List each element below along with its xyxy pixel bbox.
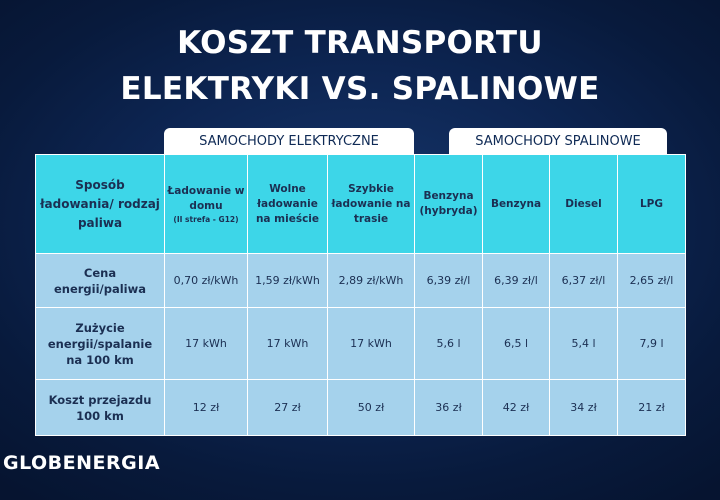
title-line-1: KOSZT TRANSPORTU xyxy=(177,25,543,61)
group-label-electric: SAMOCHODY ELEKTRYCZNE xyxy=(164,128,414,156)
column-header: LPG xyxy=(617,154,686,254)
table-cell: 6,39 zł/l xyxy=(414,253,483,308)
table-cell: 21 zł xyxy=(617,379,686,436)
table-cell: 34 zł xyxy=(549,379,618,436)
row-label: Zużycie energii/spalanie na 100 km xyxy=(35,307,165,380)
group-label-combustion: SAMOCHODY SPALINOWE xyxy=(449,128,667,156)
table-cell: 2,65 zł/l xyxy=(617,253,686,308)
column-label: Benzyna (hybryda) xyxy=(419,190,478,217)
page-title: KOSZT TRANSPORTU ELEKTRYKI VS. SPALINOWE xyxy=(0,20,720,112)
title-line-2: ELEKTRYKI VS. SPALINOWE xyxy=(120,71,600,107)
table-cell: 36 zł xyxy=(414,379,483,436)
table-row: Koszt przejazdu 100 km 12 zł 27 zł 50 zł… xyxy=(35,379,686,436)
table-cell: 5,4 l xyxy=(549,307,618,380)
table-cell: 2,89 zł/kWh xyxy=(327,253,415,308)
table-cell: 27 zł xyxy=(247,379,328,436)
table-cell: 7,9 l xyxy=(617,307,686,380)
column-label: Benzyna xyxy=(490,197,542,210)
table-cell: 42 zł xyxy=(482,379,550,436)
table-corner-header: Sposób ładowania/ rodzaj paliwa xyxy=(35,154,165,254)
cost-comparison-table: Sposób ładowania/ rodzaj paliwa Ładowani… xyxy=(35,154,686,436)
column-label: LPG xyxy=(639,197,663,210)
table-header-row: Sposób ładowania/ rodzaj paliwa Ładowani… xyxy=(35,154,686,254)
row-label: Koszt przejazdu 100 km xyxy=(35,379,165,436)
table-cell: 50 zł xyxy=(327,379,415,436)
table-cell: 6,37 zł/l xyxy=(549,253,618,308)
table-cell: 6,39 zł/l xyxy=(482,253,550,308)
column-header: Benzyna xyxy=(482,154,550,254)
table-cell: 17 kWh xyxy=(247,307,328,380)
table-cell: 6,5 l xyxy=(482,307,550,380)
column-header: Szybkie ładowanie na trasie xyxy=(327,154,415,254)
column-header: Wolne ładowanie na mieście xyxy=(247,154,328,254)
row-label: Cena energii/paliwa xyxy=(35,253,165,308)
column-header: Benzyna (hybryda) xyxy=(414,154,483,254)
column-header: Ładowanie w domu (II strefa - G12) xyxy=(164,154,248,254)
column-note: (II strefa - G12) xyxy=(173,214,239,224)
column-label: Szybkie ładowanie na trasie xyxy=(331,182,411,225)
table-cell: 17 kWh xyxy=(327,307,415,380)
brand-logo: GLOBENERGIA xyxy=(3,452,161,474)
table-cell: 1,59 zł/kWh xyxy=(247,253,328,308)
table-cell: 0,70 zł/kWh xyxy=(164,253,248,308)
table-row: Zużycie energii/spalanie na 100 km 17 kW… xyxy=(35,307,686,380)
column-label: Wolne ładowanie na mieście xyxy=(255,182,320,225)
table-row: Cena energii/paliwa 0,70 zł/kWh 1,59 zł/… xyxy=(35,253,686,308)
table-cell: 12 zł xyxy=(164,379,248,436)
table-cell: 17 kWh xyxy=(164,307,248,380)
column-label: Ładowanie w domu xyxy=(167,184,245,212)
column-header: Diesel xyxy=(549,154,618,254)
column-label: Diesel xyxy=(565,197,602,210)
table-cell: 5,6 l xyxy=(414,307,483,380)
